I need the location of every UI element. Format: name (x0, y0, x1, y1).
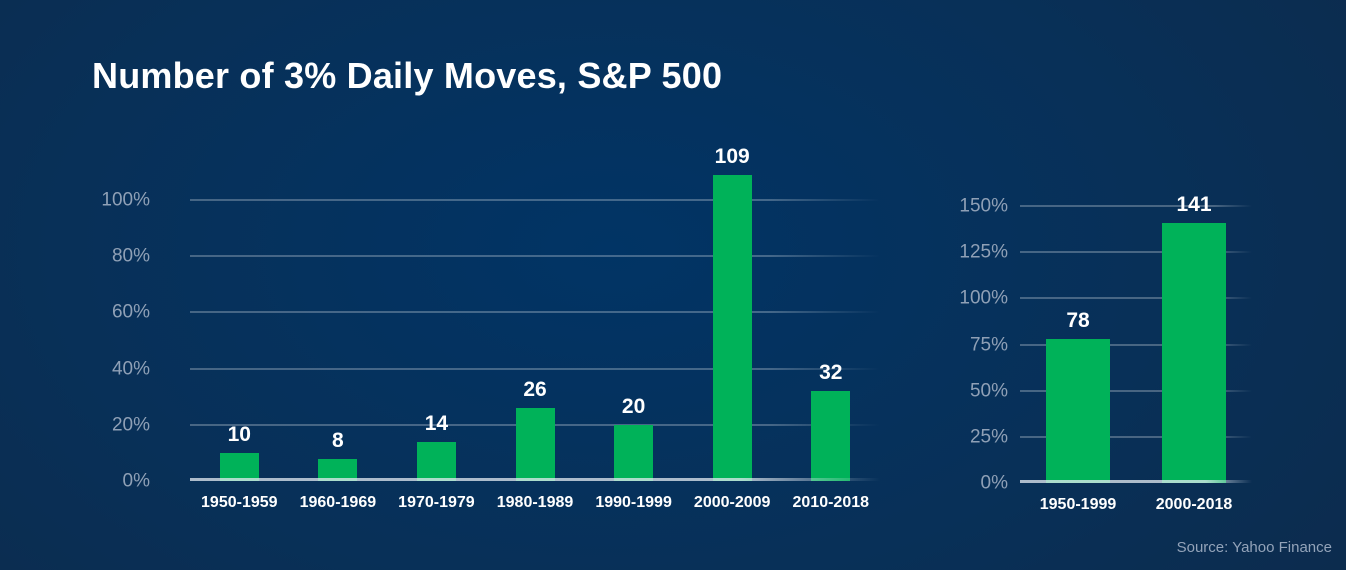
decade-bar-chart: 0% 20% 40% 60% 80% 100% 10 1950-1959 8 1960-1969 1… (90, 140, 890, 532)
y-axis: 0% 25% 50% 75% 100% 125% 150% (940, 197, 1008, 493)
y-axis-tick-label: 100% (959, 287, 1008, 309)
x-axis-category-label: 2000-2018 (1155, 496, 1233, 513)
y-axis-tick-label: 80% (111, 245, 150, 267)
bar-value-label: 8 (332, 428, 344, 452)
x-axis-category-label: 1970-1979 (398, 494, 475, 511)
x-axis-category-label: 2010-2018 (792, 494, 870, 511)
gridline (1020, 297, 1252, 300)
y-axis-tick-label: 60% (111, 301, 150, 323)
gridline (1020, 251, 1252, 254)
bar-value-label: 32 (819, 361, 843, 385)
y-axis-tick-label: 50% (969, 380, 1008, 402)
bar: 14 (416, 413, 456, 481)
x-axis-line (1020, 480, 1252, 483)
category-slot: 10 1950-1959 (190, 200, 289, 511)
x-axis-category-label: 1960-1969 (299, 494, 377, 511)
plot-area: 78 1950-1999 141 2000-2018 (1020, 194, 1252, 513)
gridline (1020, 389, 1252, 392)
bar-value-label: 14 (424, 411, 449, 435)
bar: 8 (318, 430, 358, 481)
bar-series: 78 1950-1999 141 2000-2018 (1020, 194, 1252, 513)
page-title: Number of 3% Daily Moves, S&P 500 (92, 55, 723, 96)
gridline (1020, 435, 1252, 438)
gridline (1020, 343, 1252, 346)
bar-value-label: 141 (1176, 192, 1212, 216)
bar: 109 (712, 146, 752, 481)
y-axis-tick-label: 0% (980, 472, 1008, 494)
bar: 26 (515, 379, 555, 481)
gridline (190, 199, 880, 201)
category-slot: 141 2000-2018 (1136, 194, 1252, 513)
x-axis-category-label: 1980-1989 (496, 494, 574, 511)
gridline (190, 255, 880, 258)
category-slot: 26 1980-1989 (486, 200, 585, 511)
category-slot: 14 1970-1979 (387, 200, 486, 511)
y-axis-tick-label: 125% (959, 241, 1008, 263)
gridline (190, 311, 880, 314)
bar-value-label: 20 (621, 394, 646, 418)
y-axis-tick-label: 40% (111, 358, 150, 380)
y-axis-tick-label: 0% (122, 470, 150, 492)
bar: 78 (1046, 310, 1110, 483)
y-axis-tick-label: 100% (101, 189, 150, 211)
gridline (190, 367, 880, 370)
bar-value-label: 78 (1066, 308, 1090, 332)
category-slot: 8 1960-1969 (289, 200, 388, 511)
y-axis-tick-label: 150% (959, 195, 1008, 217)
bar: 10 (219, 424, 259, 481)
bar: 32 (811, 362, 851, 481)
x-axis-category-label: 2000-2009 (693, 494, 771, 511)
period-comparison-bar-chart: 0% 25% 50% 75% 100% 125% 150% 78 1950-1999 141 200… (940, 140, 1340, 532)
bar-series: 10 1950-1959 8 1960-1969 14 1970-1979 26 1980-1… (190, 146, 880, 511)
gridline (1020, 205, 1252, 207)
category-slot: 78 1950-1999 (1020, 206, 1136, 513)
y-axis-tick-label: 75% (969, 334, 1008, 355)
y-axis-tick-label: 20% (111, 414, 150, 436)
plot-area: 10 1950-1959 8 1960-1969 14 1970-1979 26 1980-1… (190, 146, 880, 511)
y-axis: 0% 20% 40% 60% 80% 100% (90, 191, 150, 491)
x-axis-line (190, 478, 880, 481)
source-attribution: Source: Yahoo Finance (1176, 539, 1332, 556)
y-axis-tick-label: 25% (969, 426, 1008, 448)
category-slot: 32 2010-2018 (781, 200, 880, 510)
x-axis-category-label: 1990-1999 (595, 494, 672, 511)
bar-value-label: 26 (523, 377, 547, 401)
bar: 141 (1162, 194, 1226, 483)
x-axis-category-label: 1950-1999 (1039, 496, 1117, 513)
category-slot: 20 1990-1999 (584, 200, 683, 511)
x-axis-category-label: 1950-1959 (201, 494, 278, 511)
bar-value-label: 109 (714, 144, 750, 168)
category-slot: 109 2000-2009 (683, 146, 782, 511)
bar-value-label: 10 (227, 422, 251, 446)
bar: 20 (614, 396, 654, 481)
